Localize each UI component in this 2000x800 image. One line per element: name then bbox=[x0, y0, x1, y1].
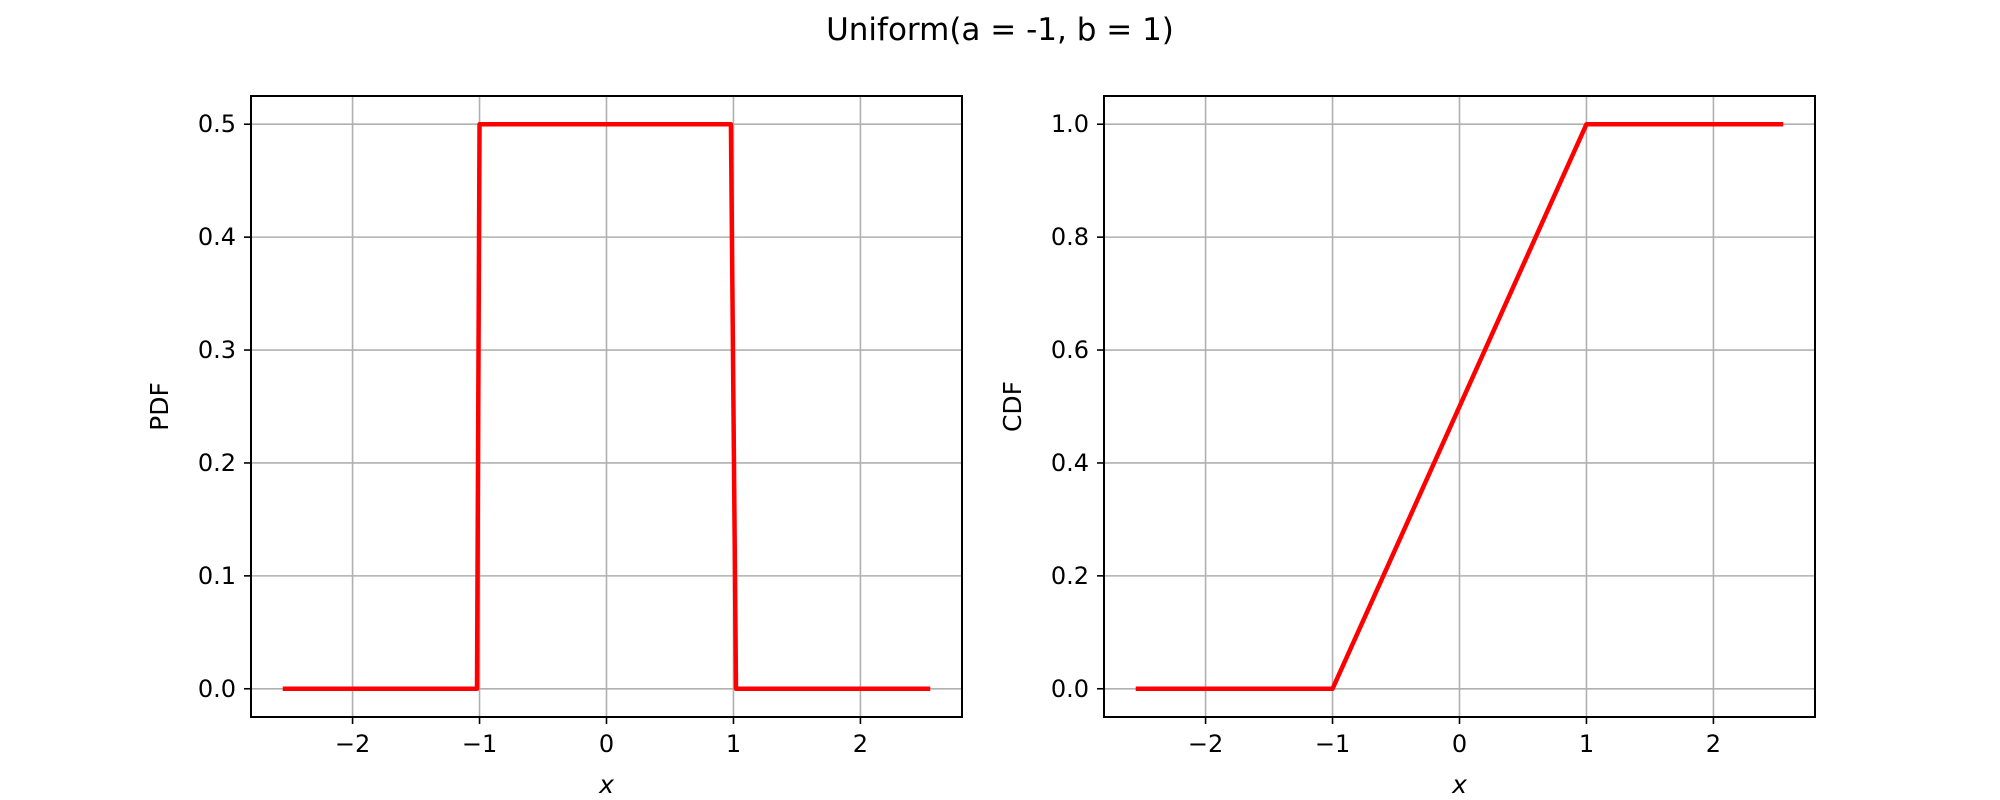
cdf-y-axis-label: CDF bbox=[998, 381, 1027, 432]
pdf-x-tick-label: 2 bbox=[853, 730, 868, 758]
cdf-y-tick-label: 0.0 bbox=[1051, 675, 1089, 703]
pdf-x-tick-label: −2 bbox=[335, 730, 370, 758]
pdf-x-tick-label: −1 bbox=[462, 730, 497, 758]
cdf-x-tick-label: 0 bbox=[1452, 730, 1467, 758]
cdf-subplot: −2 −1 0 1 2 0.0 0.2 0.4 0.6 0.8 1.0 x CDF bbox=[998, 95, 1816, 799]
cdf-y-tick-label: 0.2 bbox=[1051, 562, 1089, 590]
pdf-y-tick-label: 0.1 bbox=[198, 562, 236, 590]
pdf-y-tick-label: 0.2 bbox=[198, 449, 236, 477]
cdf-y-tick-label: 0.8 bbox=[1051, 223, 1089, 251]
pdf-x-tick-label: 1 bbox=[726, 730, 741, 758]
pdf-y-axis-label: PDF bbox=[145, 382, 174, 431]
pdf-subplot: −2 −1 0 1 2 0.0 0.1 0.2 0.3 0.4 0.5 x PDF bbox=[145, 95, 963, 799]
pdf-y-tick-label: 0.0 bbox=[198, 675, 236, 703]
cdf-y-tick-label: 1.0 bbox=[1051, 110, 1089, 138]
pdf-y-tick-label: 0.5 bbox=[198, 110, 236, 138]
cdf-y-tick-label: 0.4 bbox=[1051, 449, 1089, 477]
pdf-y-tick-label: 0.4 bbox=[198, 223, 236, 251]
pdf-y-tick-label: 0.3 bbox=[198, 336, 236, 364]
cdf-x-tick-label: −2 bbox=[1188, 730, 1223, 758]
cdf-x-tick-label: 1 bbox=[1579, 730, 1594, 758]
cdf-x-tick-label: 2 bbox=[1706, 730, 1721, 758]
cdf-x-tick-label: −1 bbox=[1315, 730, 1350, 758]
pdf-x-tick-label: 0 bbox=[599, 730, 614, 758]
pdf-curve bbox=[282, 121, 931, 692]
pdf-x-axis-label: x bbox=[598, 770, 614, 799]
figure-title: Uniform(a = -1, b = 1) bbox=[826, 12, 1174, 48]
cdf-x-axis-label: x bbox=[1451, 770, 1467, 799]
cdf-curve bbox=[1135, 121, 1784, 692]
cdf-y-tick-label: 0.6 bbox=[1051, 336, 1089, 364]
